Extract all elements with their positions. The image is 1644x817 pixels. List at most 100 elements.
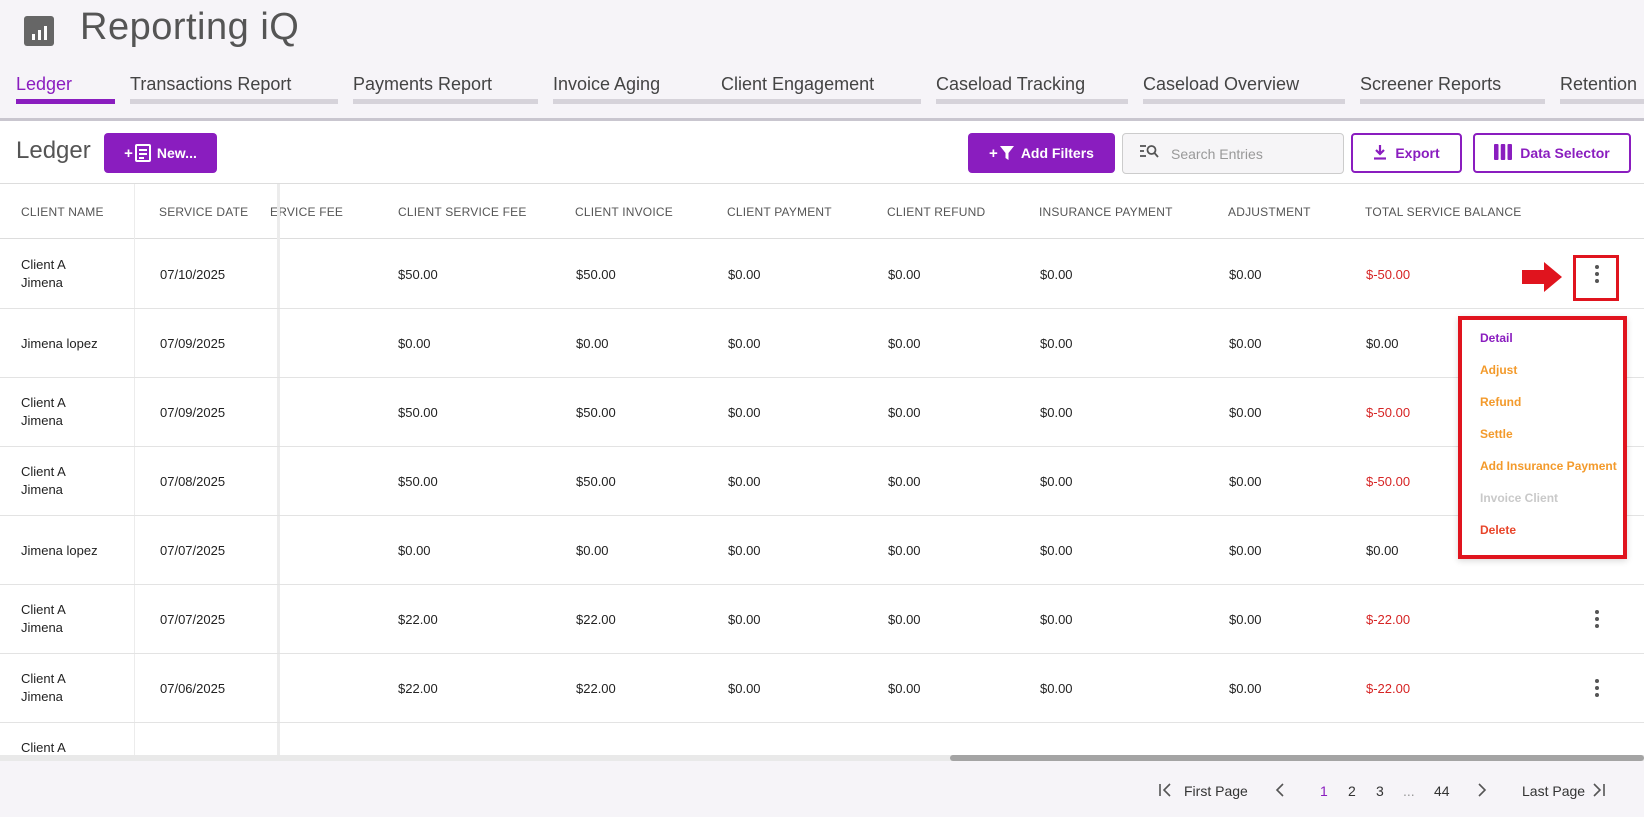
table-row[interactable]: Client A Jimena 07/09/2025 $50.00 $50.00… <box>0 378 1644 447</box>
tab-caseload-tracking[interactable]: Caseload Tracking <box>936 68 1128 104</box>
data-selector-button[interactable]: Data Selector <box>1473 133 1631 173</box>
adjustment: $0.00 <box>1229 336 1262 351</box>
tab-client-engagement[interactable]: Client Engagement <box>721 68 921 104</box>
col-header-client-service-fee[interactable]: CLIENT SERVICE FEE <box>398 205 527 219</box>
page-number[interactable]: 2 <box>1348 783 1356 799</box>
search-input[interactable] <box>1171 145 1331 162</box>
tab-invoice-aging[interactable]: Invoice Aging <box>553 68 721 104</box>
page-number-current[interactable]: 1 <box>1320 783 1328 799</box>
adjustment: $0.00 <box>1229 474 1262 489</box>
page-number-last[interactable]: 44 <box>1434 783 1450 799</box>
frozen-columns-divider <box>277 184 280 761</box>
table-row[interactable]: Client A Jimena 07/06/2025 $22.00 $22.00… <box>0 654 1644 723</box>
horizontal-scrollbar-thumb[interactable] <box>950 755 1644 761</box>
client-name-line2: Jimena <box>21 275 63 290</box>
table-row[interactable]: Client A Jimena 07/07/2025 $22.00 $22.00… <box>0 585 1644 654</box>
horizontal-scrollbar-track[interactable] <box>0 755 1644 761</box>
client-service-fee: $22.00 <box>398 612 438 627</box>
client-service-fee: $0.00 <box>398 336 431 351</box>
col-header-service-date[interactable]: SERVICE DATE <box>159 205 249 219</box>
service-date: 07/09/2025 <box>160 336 226 351</box>
add-filters-button[interactable]: + Add Filters <box>968 133 1115 173</box>
add-document-icon: + <box>124 144 151 162</box>
col-header-insurance-payment[interactable]: INSURANCE PAYMENT <box>1039 205 1173 219</box>
menu-item-delete[interactable]: Delete <box>1480 523 1517 537</box>
page-number[interactable]: 3 <box>1376 783 1384 799</box>
app-title: Reporting iQ <box>80 6 300 48</box>
client-invoice: $0.00 <box>576 336 609 351</box>
service-date: 07/09/2025 <box>160 405 226 420</box>
client-payment: $0.00 <box>728 612 761 627</box>
client-service-fee: $50.00 <box>398 405 438 420</box>
insurance-payment: $0.00 <box>1040 612 1073 627</box>
col-header-adjustment[interactable]: ADJUSTMENT <box>1228 205 1311 219</box>
last-page-icon[interactable] <box>1592 783 1606 800</box>
col-header-client-name[interactable]: CLIENT NAME <box>21 205 104 219</box>
row-actions-kebab-icon[interactable] <box>1588 607 1606 631</box>
tab-ledger[interactable]: Ledger <box>16 68 115 104</box>
columns-icon <box>1494 143 1513 163</box>
tab-payments-report[interactable]: Payments Report <box>353 68 538 104</box>
client-refund: $0.00 <box>888 543 921 558</box>
table-row[interactable]: Client A Jimena 07/08/2025 $50.00 $50.00… <box>0 447 1644 516</box>
menu-item-detail[interactable]: Detail <box>1480 331 1513 345</box>
client-payment: $0.00 <box>728 543 761 558</box>
table-row[interactable]: Client A <box>0 723 1644 761</box>
tab-screener-reports[interactable]: Screener Reports <box>1360 68 1545 104</box>
tab-retention[interactable]: Retention <box>1560 68 1644 104</box>
row-actions-kebab-icon[interactable] <box>1588 676 1606 700</box>
search-list-icon <box>1139 143 1159 164</box>
export-button[interactable]: Export <box>1351 133 1462 173</box>
row-actions-kebab-icon[interactable] <box>1588 262 1606 286</box>
new-entry-button[interactable]: + New... <box>104 133 217 173</box>
tabs-divider <box>0 118 1644 121</box>
client-name-line2: Jimena <box>21 620 63 635</box>
client-name-line1: Client A <box>21 671 66 686</box>
client-name-line1: Client A <box>21 464 66 479</box>
menu-item-invoice-client: Invoice Client <box>1480 491 1559 505</box>
new-entry-label: New... <box>156 145 197 161</box>
first-page-icon[interactable] <box>1158 783 1174 800</box>
next-page-icon[interactable] <box>1477 783 1487 800</box>
menu-item-add-insurance-payment[interactable]: Add Insurance Payment <box>1480 459 1617 473</box>
client-payment: $0.00 <box>728 474 761 489</box>
table-row[interactable]: Jimena lopez 07/07/2025 $0.00 $0.00 $0.0… <box>0 516 1644 585</box>
col-header-client-payment[interactable]: CLIENT PAYMENT <box>727 205 832 219</box>
prev-page-icon[interactable] <box>1275 783 1285 800</box>
row-actions-menu: Detail Adjust Refund Settle Add Insuranc… <box>1458 316 1627 559</box>
menu-item-adjust[interactable]: Adjust <box>1480 363 1518 377</box>
insurance-payment: $0.00 <box>1040 267 1073 282</box>
client-name-line1: Jimena lopez <box>21 543 98 558</box>
col-header-client-refund[interactable]: CLIENT REFUND <box>887 205 986 219</box>
menu-item-settle[interactable]: Settle <box>1480 427 1513 441</box>
client-name-line2: Jimena <box>21 689 63 704</box>
export-label: Export <box>1395 145 1440 161</box>
tab-transactions-report[interactable]: Transactions Report <box>130 68 338 104</box>
pointer-arrow-icon <box>1522 262 1562 292</box>
adjustment: $0.00 <box>1229 405 1262 420</box>
tab-caseload-overview[interactable]: Caseload Overview <box>1143 68 1345 104</box>
first-page-button[interactable]: First Page <box>1184 783 1248 799</box>
add-filter-icon: + <box>989 145 1015 162</box>
insurance-payment: $0.00 <box>1040 474 1073 489</box>
client-invoice: $22.00 <box>576 681 616 696</box>
client-name-line1: Client A <box>21 257 66 272</box>
last-page-button[interactable]: Last Page <box>1522 783 1586 799</box>
col-header-total-service-balance[interactable]: TOTAL SERVICE BALANCE <box>1365 205 1522 219</box>
search-field[interactable] <box>1122 133 1344 174</box>
table-row[interactable]: Client A Jimena 07/10/2025 $50.00 $50.00… <box>0 240 1644 309</box>
insurance-payment: $0.00 <box>1040 405 1073 420</box>
highlight-box <box>1573 255 1619 301</box>
col-header-client-invoice[interactable]: CLIENT INVOICE <box>575 205 673 219</box>
insurance-payment: $0.00 <box>1040 681 1073 696</box>
client-payment: $0.00 <box>728 681 761 696</box>
menu-item-refund[interactable]: Refund <box>1480 395 1522 409</box>
table-row[interactable]: Jimena lopez 07/09/2025 $0.00 $0.00 $0.0… <box>0 309 1644 378</box>
service-date: 07/07/2025 <box>160 543 226 558</box>
client-service-fee: $0.00 <box>398 543 431 558</box>
col-header-service-fee[interactable]: ERVICE FEE <box>270 205 344 219</box>
client-service-fee: $50.00 <box>398 474 438 489</box>
pagination: First Page 1 2 3 ... 44 Last Page <box>0 761 1644 817</box>
client-invoice: $50.00 <box>576 405 616 420</box>
client-invoice: $50.00 <box>576 474 616 489</box>
